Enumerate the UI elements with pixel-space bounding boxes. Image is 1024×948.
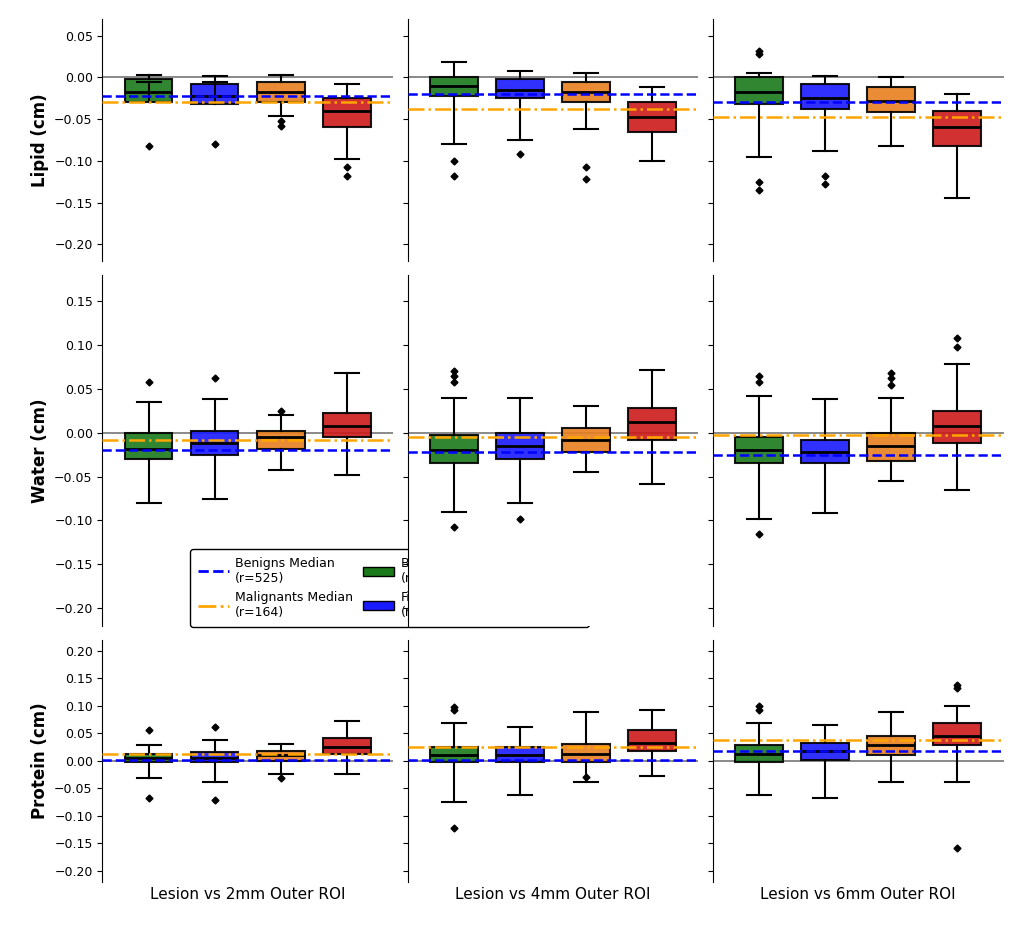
- PathPatch shape: [257, 751, 304, 760]
- PathPatch shape: [257, 82, 304, 102]
- PathPatch shape: [323, 738, 371, 754]
- Legend: Benigns Median
(r=525), Malignants Median
(r=164), Benign
(r=409), Fibroadenom
(: Benigns Median (r=525), Malignants Media…: [190, 549, 589, 627]
- PathPatch shape: [497, 432, 544, 459]
- PathPatch shape: [430, 747, 477, 762]
- PathPatch shape: [802, 84, 849, 109]
- PathPatch shape: [497, 747, 544, 762]
- PathPatch shape: [802, 743, 849, 759]
- PathPatch shape: [562, 428, 609, 452]
- X-axis label: Lesion vs 2mm Outer ROI: Lesion vs 2mm Outer ROI: [150, 887, 345, 902]
- X-axis label: Lesion vs 4mm Outer ROI: Lesion vs 4mm Outer ROI: [456, 887, 650, 902]
- PathPatch shape: [190, 431, 239, 455]
- PathPatch shape: [867, 87, 915, 113]
- PathPatch shape: [190, 753, 239, 762]
- PathPatch shape: [497, 79, 544, 99]
- PathPatch shape: [125, 79, 172, 102]
- PathPatch shape: [125, 754, 172, 762]
- PathPatch shape: [430, 78, 477, 96]
- PathPatch shape: [190, 84, 239, 104]
- PathPatch shape: [562, 82, 609, 102]
- PathPatch shape: [735, 745, 783, 762]
- PathPatch shape: [934, 723, 981, 745]
- PathPatch shape: [629, 730, 676, 751]
- Y-axis label: Protein (cm): Protein (cm): [31, 702, 48, 819]
- PathPatch shape: [257, 431, 304, 448]
- PathPatch shape: [802, 440, 849, 464]
- X-axis label: Lesion vs 6mm Outer ROI: Lesion vs 6mm Outer ROI: [761, 887, 956, 902]
- PathPatch shape: [629, 409, 676, 440]
- PathPatch shape: [934, 410, 981, 444]
- Y-axis label: Water (cm): Water (cm): [31, 398, 48, 502]
- PathPatch shape: [867, 432, 915, 461]
- PathPatch shape: [934, 111, 981, 146]
- PathPatch shape: [323, 413, 371, 437]
- Y-axis label: Lipid (cm): Lipid (cm): [31, 93, 48, 187]
- PathPatch shape: [735, 78, 783, 104]
- PathPatch shape: [125, 432, 172, 459]
- PathPatch shape: [323, 99, 371, 127]
- PathPatch shape: [735, 437, 783, 464]
- PathPatch shape: [430, 434, 477, 464]
- PathPatch shape: [867, 736, 915, 756]
- PathPatch shape: [629, 102, 676, 132]
- PathPatch shape: [562, 744, 609, 762]
